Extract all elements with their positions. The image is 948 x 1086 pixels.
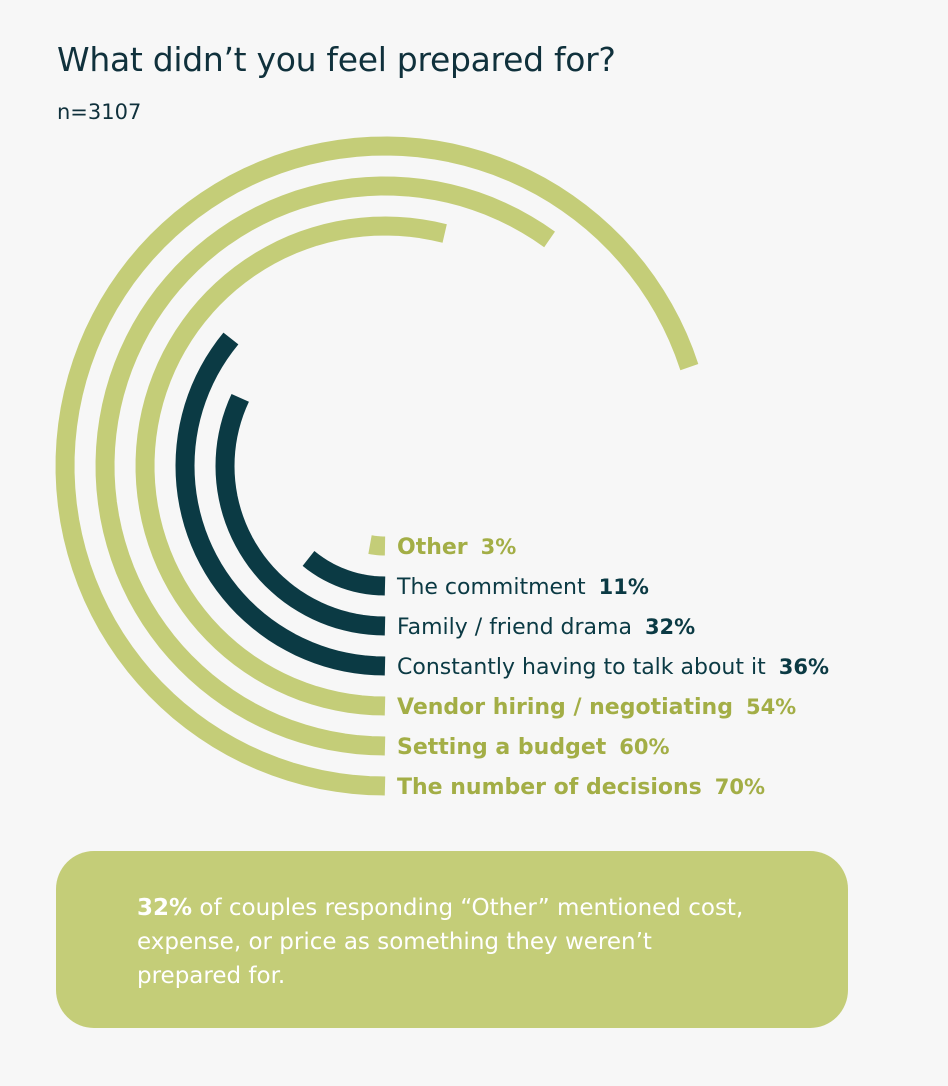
label-family-friend-drama: Family / friend drama	[397, 615, 632, 640]
callout-text: of couples responding “Other” mentioned …	[137, 895, 744, 989]
arc-family-friend-drama	[215, 394, 386, 636]
sample-size: n=3107	[57, 100, 142, 124]
arc-the-number-of-decisions	[55, 136, 699, 796]
value-constantly-having-to-talk-about-it: 36%	[779, 655, 829, 679]
label-the-commitment: The commitment	[396, 575, 586, 600]
value-setting-a-budget: 60%	[619, 735, 669, 759]
label-vendor-hiring-negotiating: Vendor hiring / negotiating	[397, 695, 733, 720]
chart-title: What didn’t you feel prepared for?	[57, 40, 616, 79]
value-the-number-of-decisions: 70%	[715, 775, 765, 799]
label-setting-a-budget: Setting a budget	[397, 735, 607, 760]
value-other: 3%	[481, 535, 517, 559]
callout-box: 32% of couples responding “Other” mentio…	[56, 851, 848, 1028]
callout-highlight: 32%	[137, 895, 193, 921]
arc-the-commitment	[302, 550, 386, 596]
arc-other	[368, 535, 386, 556]
radial-bar-chart: Other 3% The commitment 11% Family / friend …	[55, 136, 829, 800]
arc-vendor-hiring-negotiating	[135, 216, 447, 716]
arc-setting-a-budget	[95, 176, 555, 756]
arc-constantly-having-to-talk-about-it	[175, 332, 386, 676]
value-the-commitment: 11%	[599, 575, 649, 599]
value-vendor-hiring-negotiating: 54%	[746, 695, 796, 719]
label-constantly-having-to-talk-about-it: Constantly having to talk about it	[397, 655, 766, 680]
value-family-friend-drama: 32%	[645, 615, 695, 639]
label-other: Other	[397, 535, 468, 560]
label-the-number-of-decisions: The number of decisions	[397, 775, 702, 800]
